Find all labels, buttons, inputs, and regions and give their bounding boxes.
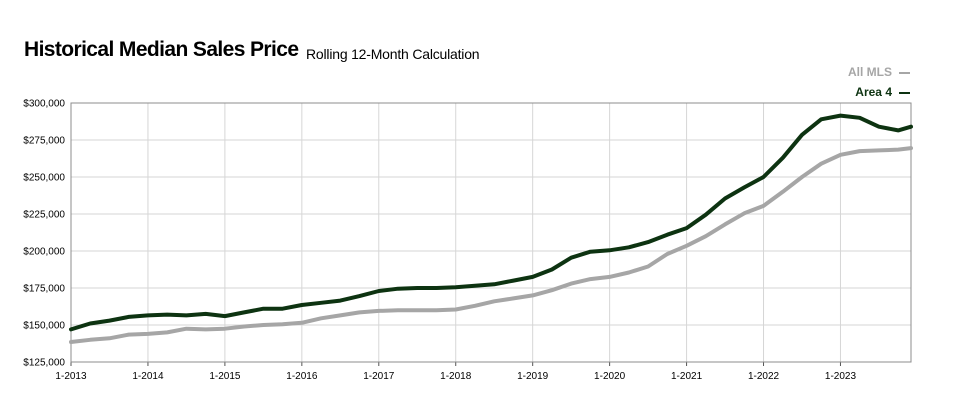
x-tick-label: 1-2017 xyxy=(363,371,395,382)
x-tick-label: 1-2015 xyxy=(209,371,241,382)
y-tick-label: $175,000 xyxy=(23,284,65,295)
x-tick-label: 1-2018 xyxy=(440,371,472,382)
y-tick-label: $300,000 xyxy=(23,99,65,110)
x-tick-label: 1-2016 xyxy=(286,371,318,382)
series-line-all-mls xyxy=(69,146,913,344)
legend-label-all-mls: All MLS xyxy=(848,65,892,79)
legend-item-area-4: Area 4 xyxy=(855,85,910,99)
y-tick-label: $225,000 xyxy=(23,210,65,221)
legend-swatch-area-4 xyxy=(899,91,910,94)
x-tick-label: 1-2020 xyxy=(594,371,626,382)
y-tick-label: $150,000 xyxy=(23,321,65,332)
y-tick-label: $200,000 xyxy=(23,247,65,258)
chart-subtitle: Rolling 12-Month Calculation xyxy=(306,46,480,62)
x-tick-label: 1-2023 xyxy=(825,371,857,382)
x-tick-label: 1-2022 xyxy=(748,371,780,382)
chart-title: Historical Median Sales Price xyxy=(24,38,299,61)
x-tick-label: 1-2021 xyxy=(671,371,703,382)
x-tick-label: 1-2014 xyxy=(132,371,164,382)
legend-swatch-all-mls xyxy=(899,71,910,74)
y-tick-label: $125,000 xyxy=(23,358,65,369)
x-tick-label: 1-2013 xyxy=(55,371,87,382)
x-tick-label: 1-2019 xyxy=(517,371,549,382)
y-tick-label: $250,000 xyxy=(23,173,65,184)
legend-label-area-4: Area 4 xyxy=(855,85,892,99)
plot-frame xyxy=(70,102,912,363)
series-line-area-4 xyxy=(69,113,913,332)
y-tick-label: $275,000 xyxy=(23,136,65,147)
legend-item-all-mls: All MLS xyxy=(848,65,910,79)
